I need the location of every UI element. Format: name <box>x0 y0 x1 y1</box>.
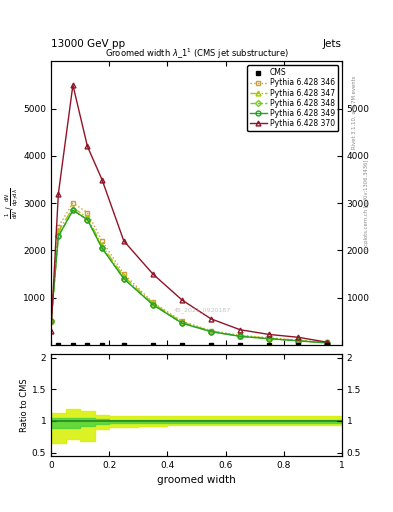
CMS <box>209 342 213 348</box>
Pythia 6.428 349 <box>267 336 272 342</box>
Legend: CMS, Pythia 6.428 346, Pythia 6.428 347, Pythia 6.428 348, Pythia 6.428 349, Pyt: CMS, Pythia 6.428 346, Pythia 6.428 347,… <box>247 65 338 131</box>
Pythia 6.428 347 <box>151 300 155 306</box>
Pythia 6.428 370 <box>100 177 105 183</box>
Pythia 6.428 347 <box>71 205 75 211</box>
Pythia 6.428 348 <box>325 340 330 346</box>
Pythia 6.428 349 <box>296 338 301 344</box>
Line: Pythia 6.428 348: Pythia 6.428 348 <box>49 208 329 345</box>
Pythia 6.428 370 <box>85 143 90 150</box>
Text: 13000 GeV pp: 13000 GeV pp <box>51 38 125 49</box>
CMS <box>100 342 105 348</box>
Pythia 6.428 346 <box>49 318 53 324</box>
Title: Groomed width $\lambda\_1^1$ (CMS jet substructure): Groomed width $\lambda\_1^1$ (CMS jet su… <box>105 47 288 61</box>
Pythia 6.428 346 <box>238 332 242 338</box>
Pythia 6.428 370 <box>325 339 330 345</box>
Pythia 6.428 347 <box>180 319 184 325</box>
Pythia 6.428 370 <box>71 82 75 88</box>
CMS <box>180 342 184 348</box>
Y-axis label: Ratio to CMS: Ratio to CMS <box>20 378 29 432</box>
Pythia 6.428 347 <box>296 337 301 344</box>
Pythia 6.428 346 <box>267 335 272 341</box>
Pythia 6.428 348 <box>180 320 184 326</box>
Pythia 6.428 370 <box>49 328 53 334</box>
Pythia 6.428 349 <box>121 275 126 282</box>
Y-axis label: $\frac{1}{\mathrm{d}N}\,/\,\frac{\mathrm{d}N}{\mathrm{d}p_T\mathrm{d}\lambda}$: $\frac{1}{\mathrm{d}N}\,/\,\frac{\mathrm… <box>4 187 20 219</box>
Pythia 6.428 347 <box>56 228 61 234</box>
Pythia 6.428 346 <box>71 200 75 206</box>
Pythia 6.428 346 <box>56 224 61 230</box>
Pythia 6.428 347 <box>238 333 242 339</box>
CMS <box>238 342 242 348</box>
Pythia 6.428 347 <box>100 243 105 249</box>
Pythia 6.428 370 <box>209 316 213 322</box>
Pythia 6.428 349 <box>151 302 155 308</box>
Pythia 6.428 370 <box>180 297 184 303</box>
Line: Pythia 6.428 349: Pythia 6.428 349 <box>49 208 330 346</box>
Line: Pythia 6.428 347: Pythia 6.428 347 <box>49 205 330 345</box>
Pythia 6.428 346 <box>100 238 105 244</box>
Pythia 6.428 348 <box>71 207 75 214</box>
Pythia 6.428 348 <box>121 275 126 282</box>
Pythia 6.428 370 <box>267 331 272 337</box>
Text: Jets: Jets <box>323 38 342 49</box>
Pythia 6.428 346 <box>180 318 184 324</box>
X-axis label: groomed width: groomed width <box>157 475 236 485</box>
Pythia 6.428 370 <box>238 327 242 333</box>
Pythia 6.428 370 <box>121 238 126 244</box>
Pythia 6.428 349 <box>180 320 184 326</box>
Pythia 6.428 349 <box>71 207 75 214</box>
Pythia 6.428 349 <box>56 233 61 239</box>
Line: Pythia 6.428 346: Pythia 6.428 346 <box>49 201 330 345</box>
Pythia 6.428 348 <box>100 245 105 251</box>
Pythia 6.428 348 <box>238 333 242 339</box>
Pythia 6.428 346 <box>296 337 301 343</box>
Pythia 6.428 346 <box>151 300 155 306</box>
Pythia 6.428 346 <box>85 209 90 216</box>
Pythia 6.428 347 <box>325 339 330 346</box>
CMS <box>85 342 90 348</box>
Pythia 6.428 347 <box>267 335 272 342</box>
CMS <box>56 342 61 348</box>
Pythia 6.428 349 <box>100 245 105 251</box>
Text: mcplots.cern.ch [arXiv:1306.3436]: mcplots.cern.ch [arXiv:1306.3436] <box>364 159 369 250</box>
Text: 45_2021_II920187: 45_2021_II920187 <box>173 307 230 312</box>
Pythia 6.428 347 <box>49 318 53 324</box>
Pythia 6.428 346 <box>121 271 126 277</box>
CMS <box>325 342 330 348</box>
Pythia 6.428 348 <box>296 338 301 344</box>
Pythia 6.428 348 <box>49 318 53 324</box>
Line: Pythia 6.428 370: Pythia 6.428 370 <box>49 82 330 345</box>
Pythia 6.428 370 <box>56 190 61 197</box>
Pythia 6.428 347 <box>121 273 126 280</box>
Pythia 6.428 348 <box>209 329 213 335</box>
CMS <box>267 342 272 348</box>
Pythia 6.428 348 <box>85 217 90 223</box>
Pythia 6.428 348 <box>151 302 155 308</box>
Text: Rivet 3.1.10, ≥ 2.7M events: Rivet 3.1.10, ≥ 2.7M events <box>352 76 357 150</box>
Pythia 6.428 347 <box>85 214 90 220</box>
Pythia 6.428 346 <box>209 328 213 334</box>
Line: CMS: CMS <box>56 343 330 347</box>
CMS <box>296 342 301 348</box>
Pythia 6.428 348 <box>267 336 272 342</box>
Pythia 6.428 349 <box>238 333 242 339</box>
Pythia 6.428 349 <box>325 340 330 346</box>
Pythia 6.428 370 <box>151 271 155 277</box>
CMS <box>151 342 155 348</box>
Pythia 6.428 348 <box>56 233 61 239</box>
CMS <box>71 342 75 348</box>
Pythia 6.428 370 <box>296 334 301 340</box>
Pythia 6.428 347 <box>209 328 213 334</box>
Pythia 6.428 349 <box>49 318 53 324</box>
CMS <box>121 342 126 348</box>
Pythia 6.428 349 <box>85 217 90 223</box>
Pythia 6.428 349 <box>209 329 213 335</box>
Pythia 6.428 346 <box>325 339 330 346</box>
